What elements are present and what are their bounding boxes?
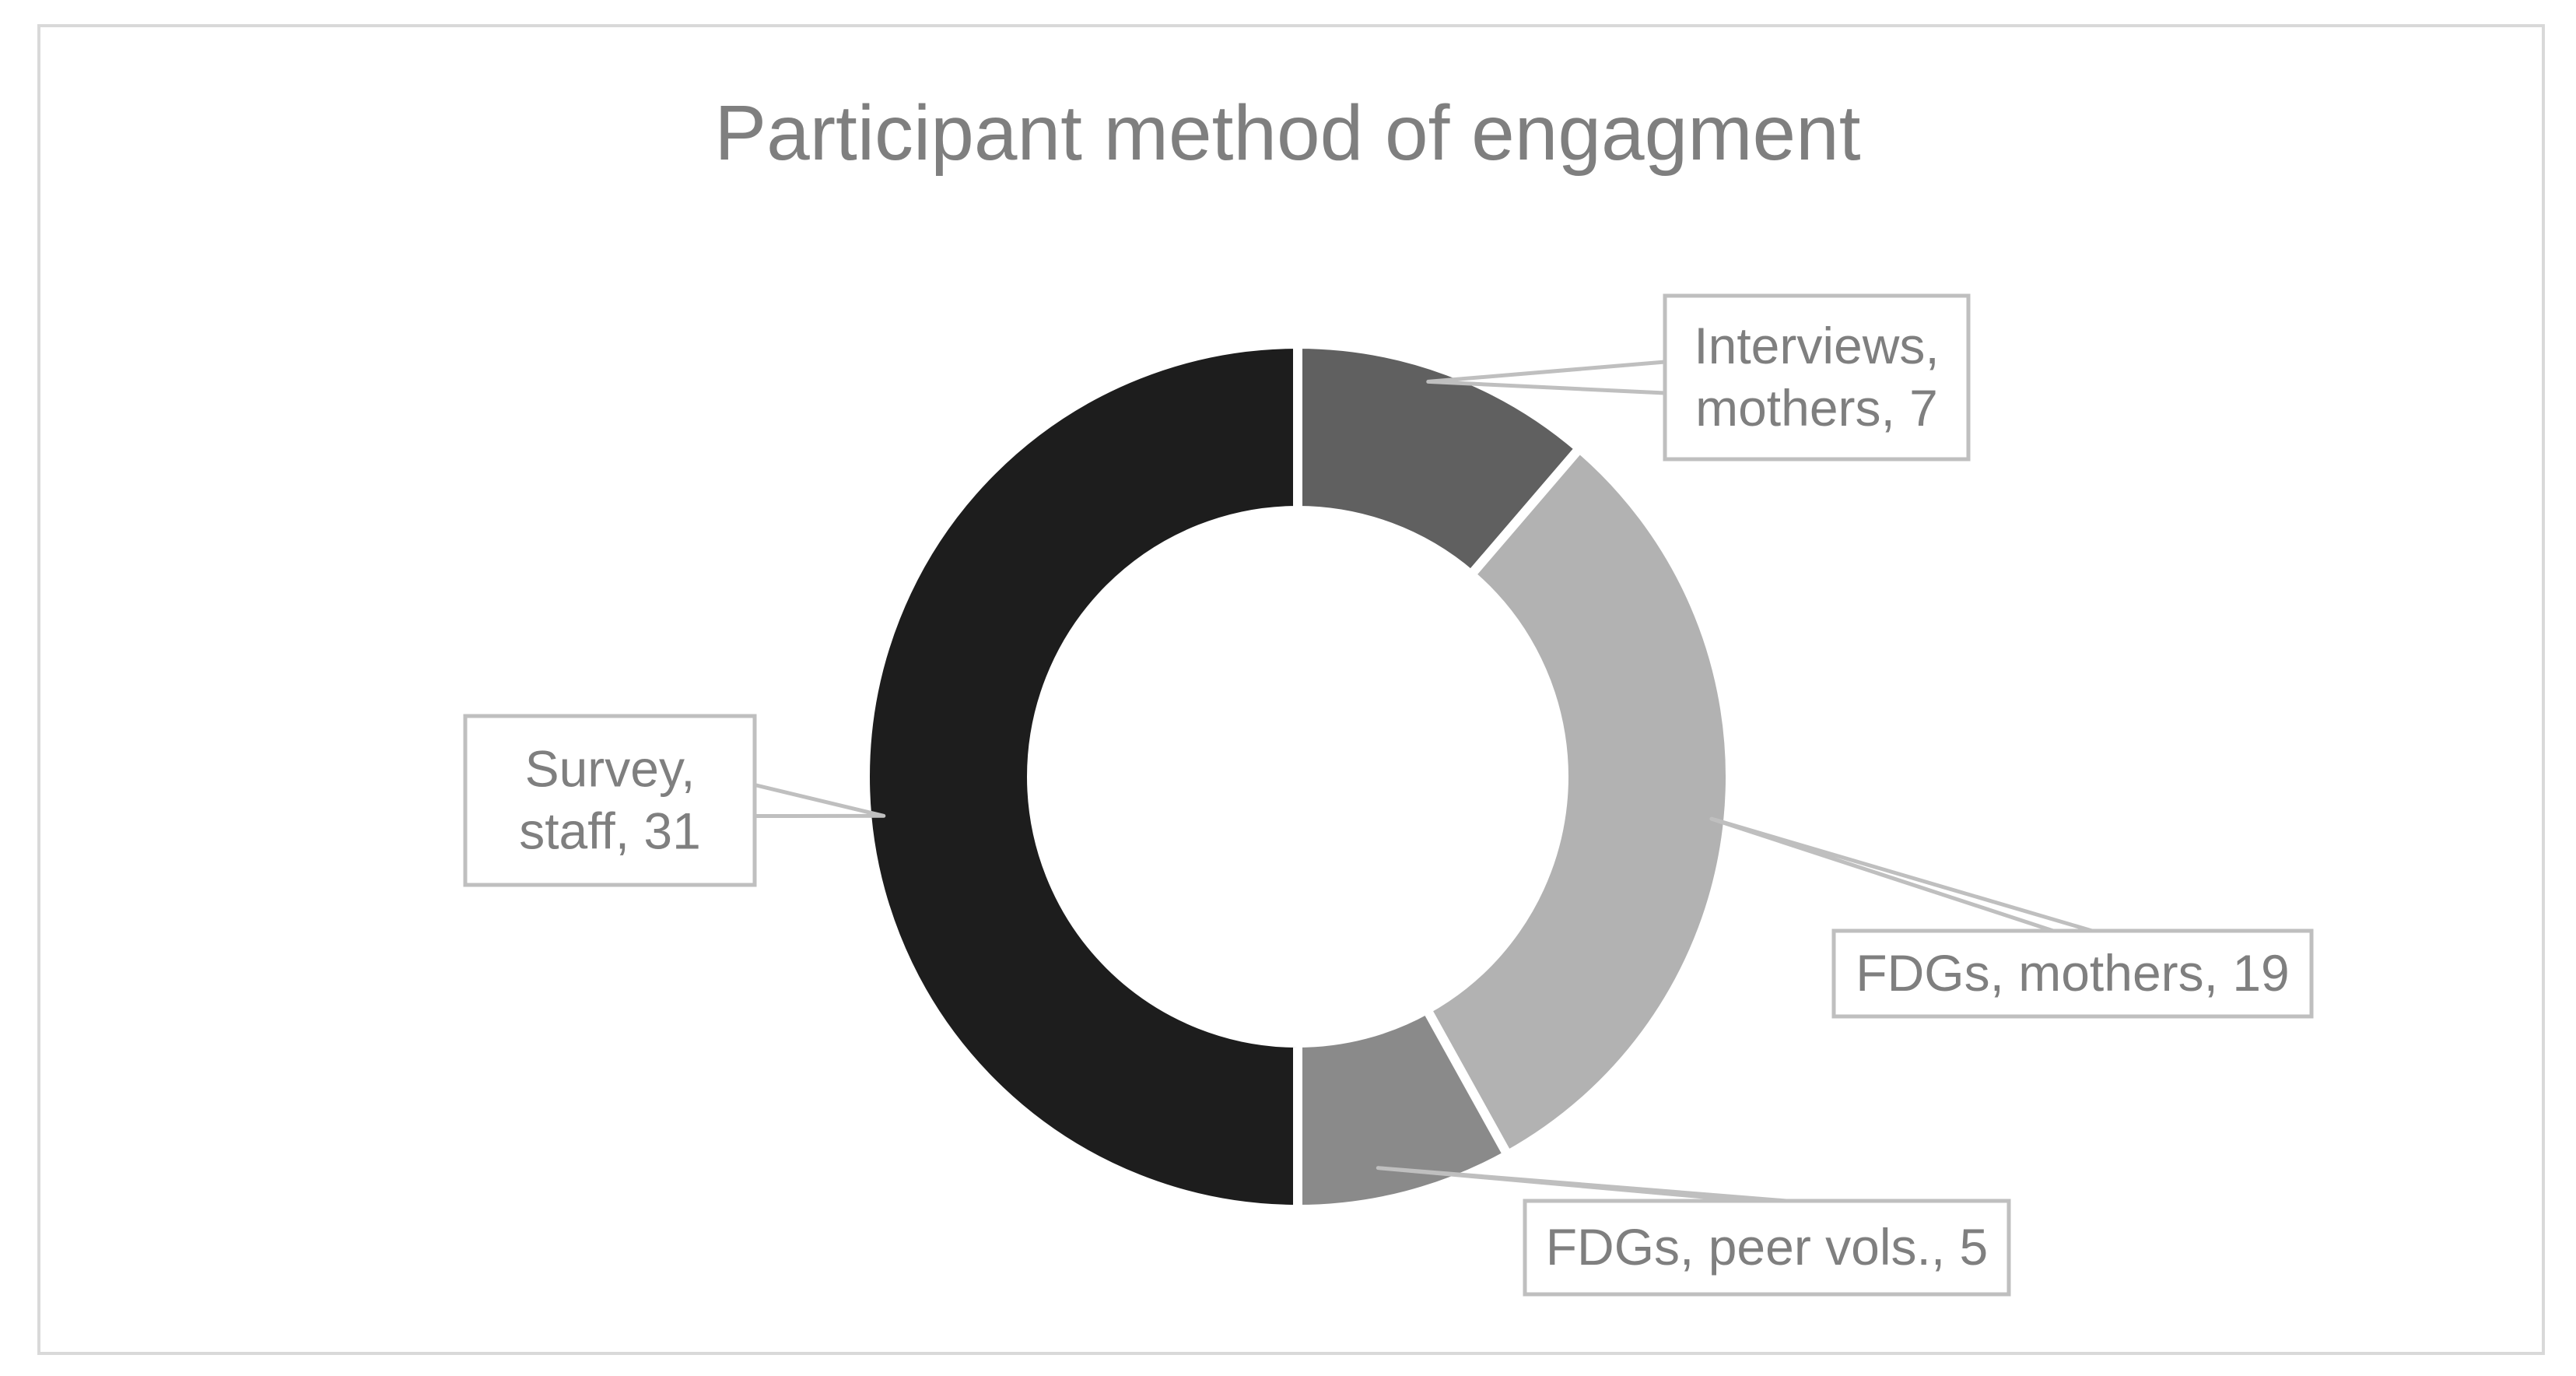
data-label-interviews-mothers: mothers, 7 xyxy=(1695,379,1938,437)
slice-fdgs-mothers xyxy=(1420,441,1735,1162)
data-labels: Interviews,mothers, 7 FDGs, mothers, 19 FD… xyxy=(463,293,2314,1297)
leader-line-interviews-mothers xyxy=(1426,360,1667,395)
data-label-survey-staff: staff, 31 xyxy=(519,802,701,860)
leader-line-survey-staff xyxy=(752,783,886,818)
data-label-fdgs-mothers: FDGs, mothers, 19 xyxy=(1856,944,2290,1002)
label-box-fdgs-mothers xyxy=(1831,928,2314,1019)
leader-line-fdgs-mothers xyxy=(1709,816,2094,933)
data-label-fdgs-peer-vols: FDGs, peer vols., 5 xyxy=(1546,1218,1989,1276)
label-box-interviews-mothers xyxy=(1663,293,1971,462)
leader-line-fdgs-peer-vols xyxy=(1376,1166,1789,1203)
slice-survey-staff xyxy=(860,339,1302,1215)
data-label-interviews-mothers: Interviews, xyxy=(1694,317,1939,374)
chart-title: Participant method of engagment xyxy=(714,90,1860,177)
label-box-survey-staff xyxy=(463,714,757,887)
label-box-fdgs-peer-vols xyxy=(1523,1199,2011,1297)
donut-slices xyxy=(860,339,1735,1215)
slice-interviews-mothers xyxy=(1293,339,1586,581)
data-label-survey-staff: Survey, xyxy=(525,740,696,798)
